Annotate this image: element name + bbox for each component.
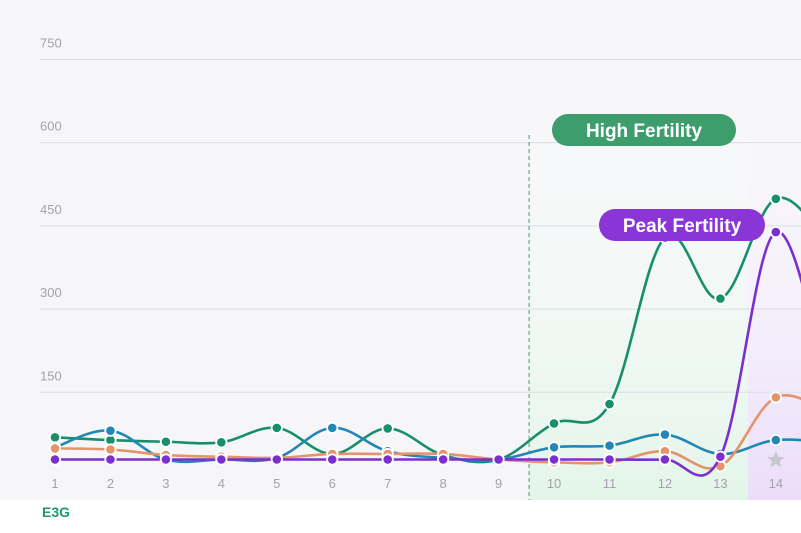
data-point-blue	[769, 433, 782, 447]
y-tick-label: 150	[40, 368, 62, 383]
data-point-green	[603, 397, 616, 411]
data-point-green	[48, 431, 62, 444]
data-point-green	[381, 422, 394, 435]
data-point-purple	[658, 453, 672, 466]
data-point-purple	[48, 453, 62, 466]
data-point-green	[270, 421, 283, 434]
data-point-green	[159, 435, 172, 448]
x-tick-label: 13	[713, 476, 727, 491]
data-point-purple	[326, 453, 339, 466]
data-point-purple	[714, 450, 727, 463]
x-tick-label: 10	[547, 476, 561, 491]
x-tick-label: 5	[273, 476, 280, 491]
peak-fertility-zone	[748, 48, 801, 500]
data-point-purple	[547, 453, 561, 466]
x-tick-label: 7	[384, 476, 391, 491]
data-point-purple	[381, 453, 394, 466]
x-tick-label: 4	[218, 476, 225, 491]
x-tick-label: 3	[162, 476, 169, 491]
peak-fertility-badge-label: Peak Fertility	[623, 216, 742, 237]
x-tick-label: 12	[658, 476, 672, 491]
x-tick-label: 2	[107, 476, 114, 491]
x-tick-label: 6	[329, 476, 336, 491]
data-point-green	[769, 192, 782, 205]
data-point-blue	[603, 439, 616, 452]
high-fertility-badge-bg	[552, 114, 736, 146]
data-point-green	[547, 417, 561, 430]
star-icon	[767, 451, 785, 468]
x-tick-label: 8	[440, 476, 447, 491]
data-point-orange	[48, 442, 62, 455]
peak-fertility-badge: Peak Fertility	[599, 209, 765, 241]
y-tick-label: 450	[40, 202, 62, 217]
high-fertility-badge-label: High Fertility	[586, 121, 703, 142]
data-point-purple	[215, 453, 228, 466]
data-point-blue	[326, 421, 339, 434]
x-tick-label: 9	[495, 476, 502, 491]
data-point-blue	[547, 441, 561, 454]
y-tick-label: 300	[40, 285, 62, 300]
data-point-blue	[658, 428, 672, 441]
data-point-purple	[769, 225, 782, 239]
y-tick-label: 600	[40, 119, 62, 134]
peak-fertility-badge-bg	[599, 209, 765, 241]
x-tick-label: 1	[51, 476, 58, 491]
data-point-purple	[270, 453, 283, 466]
x-tick-label: 11	[603, 476, 617, 491]
y-tick-label: 750	[40, 35, 62, 50]
data-point-blue	[104, 424, 117, 437]
data-point-orange	[104, 443, 117, 456]
x-tick-label: 14	[769, 476, 783, 491]
data-point-purple	[104, 453, 117, 466]
legend-item-label: E3G	[42, 504, 70, 520]
data-point-purple	[159, 453, 172, 466]
data-point-orange	[769, 391, 782, 404]
data-point-purple	[492, 453, 505, 466]
data-point-green	[714, 292, 727, 305]
data-point-purple	[437, 453, 450, 466]
data-point-purple	[603, 453, 616, 466]
high-fertility-badge: High Fertility	[552, 114, 736, 146]
data-point-green	[215, 436, 228, 449]
